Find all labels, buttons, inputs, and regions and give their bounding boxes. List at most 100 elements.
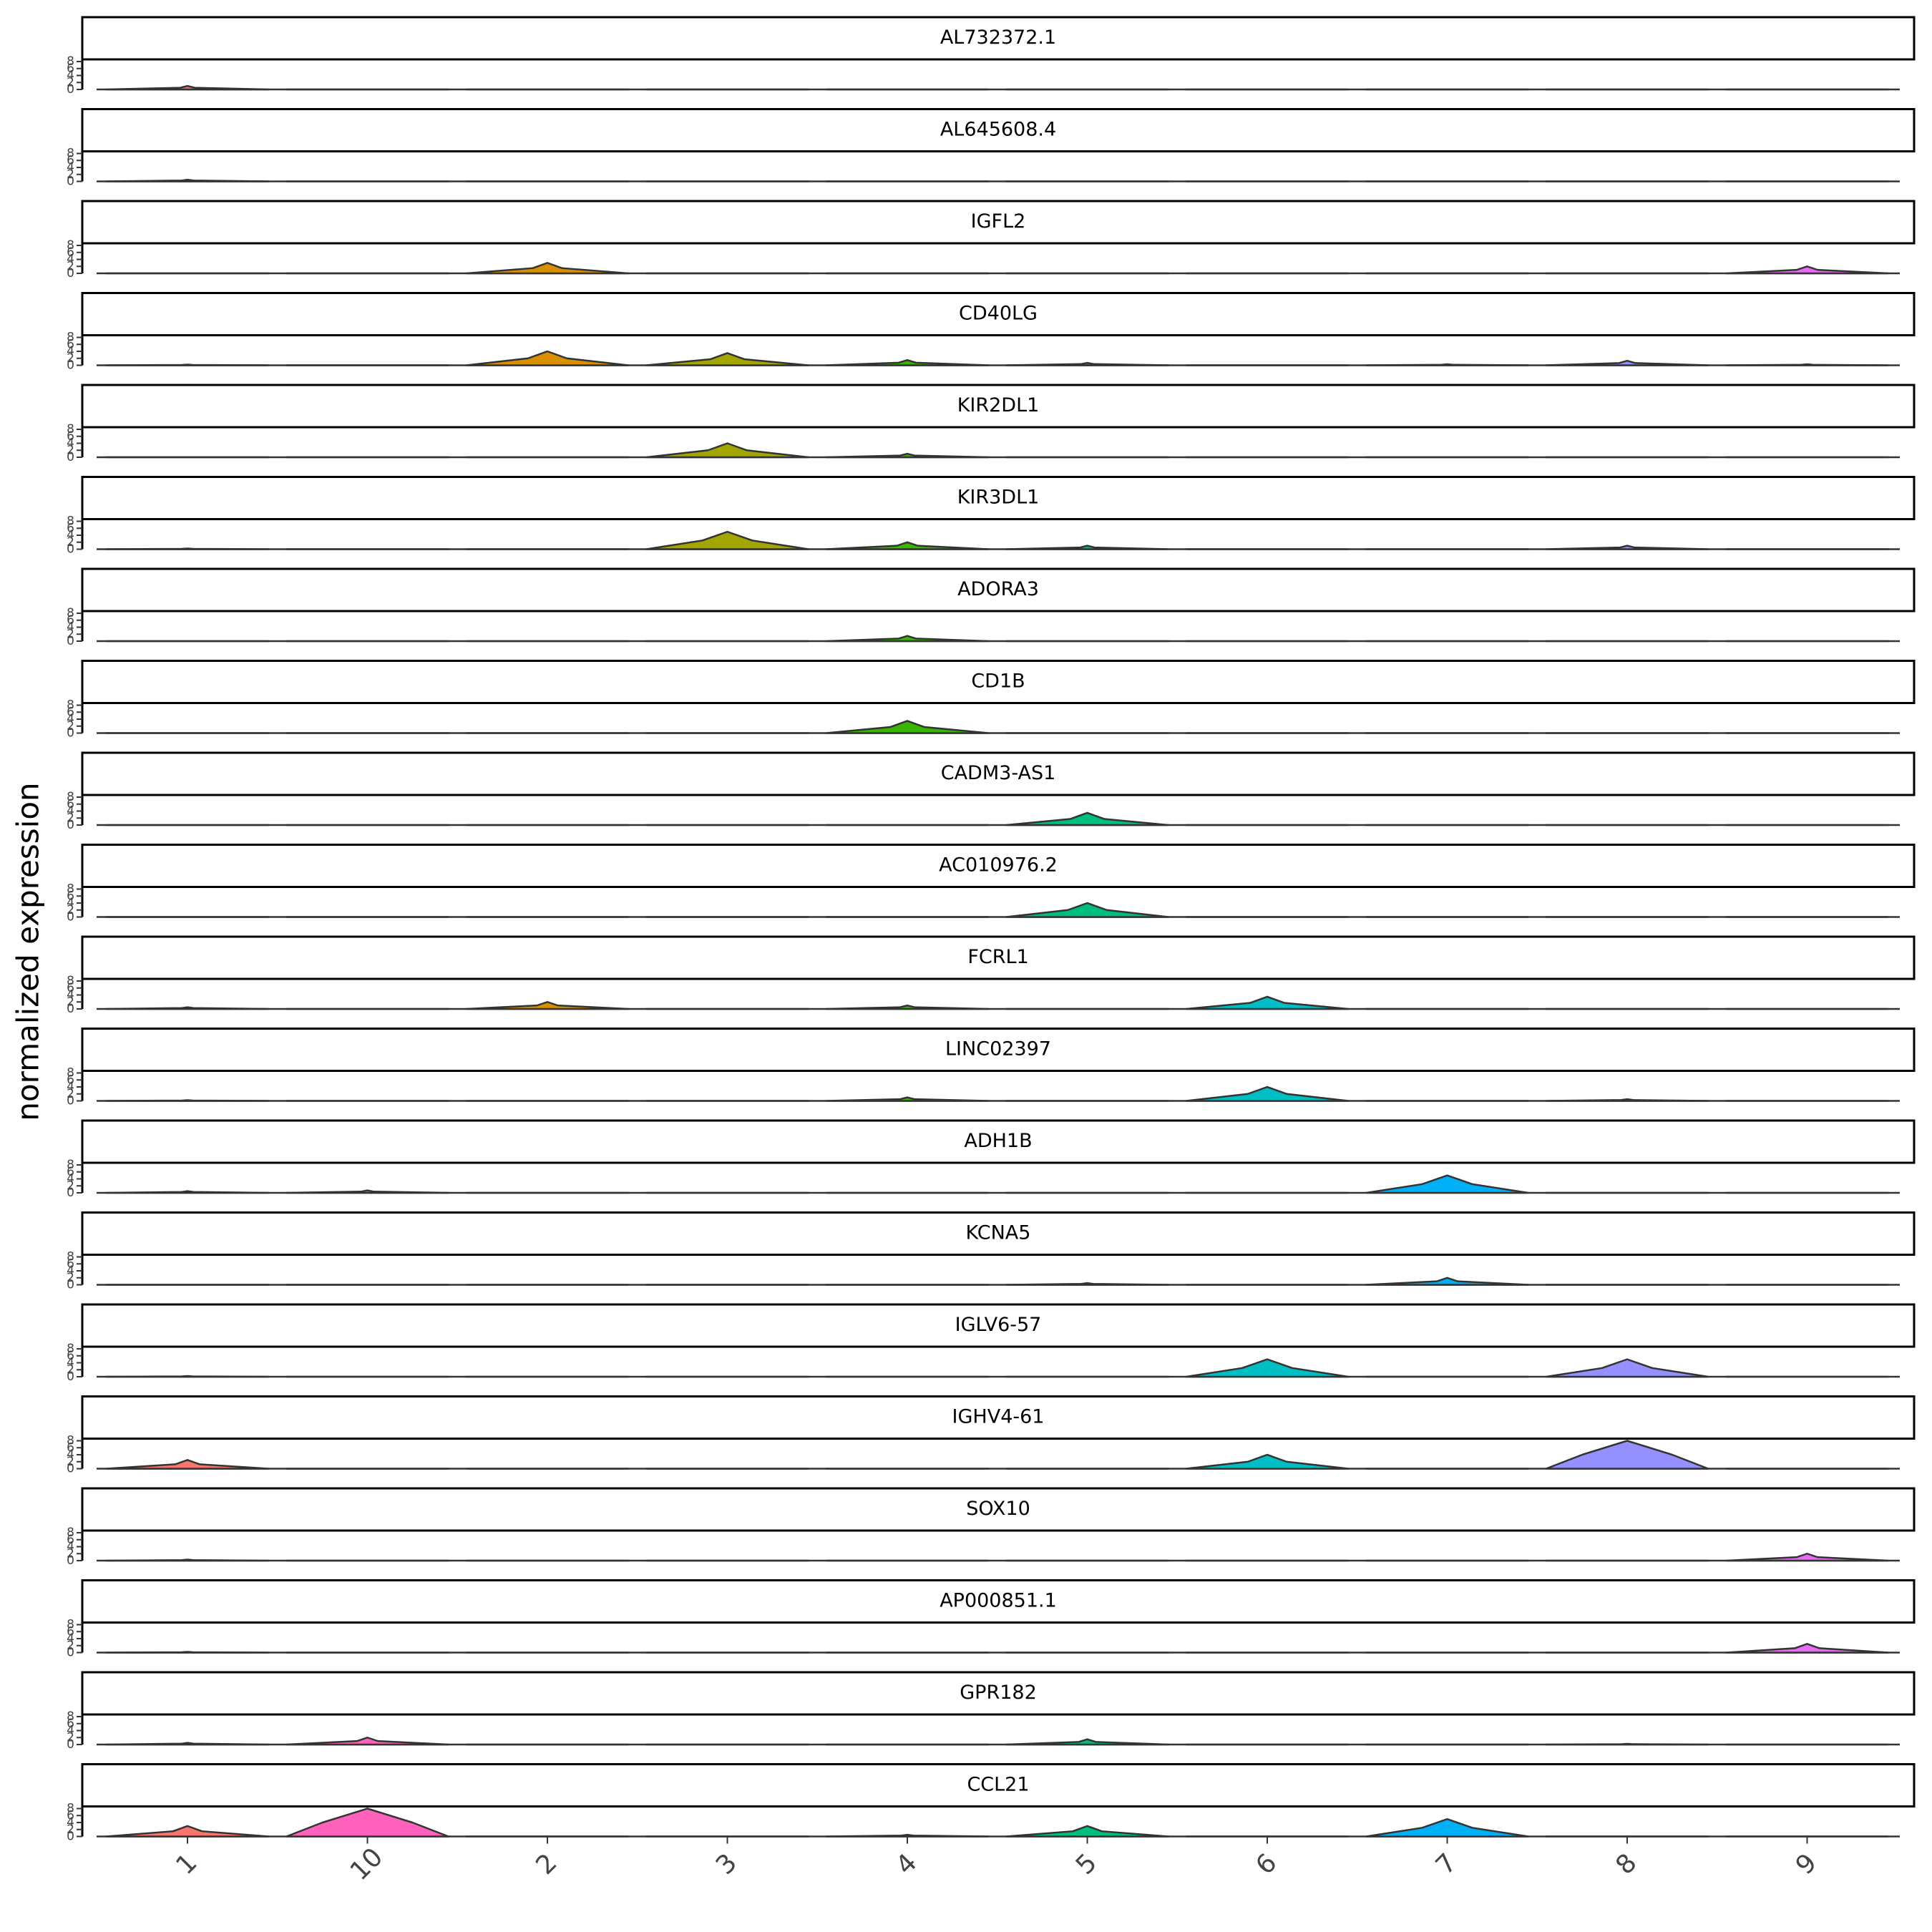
strip	[81, 1028, 1916, 1072]
strip	[81, 108, 1916, 152]
y-tick-label: 2	[67, 167, 74, 182]
violin	[1185, 1085, 1350, 1102]
y-tick-label: 0	[67, 634, 74, 648]
y-tick-label: 2	[67, 995, 74, 1009]
y-tick-label: 8	[67, 1066, 74, 1080]
violin	[105, 1825, 270, 1838]
violin	[645, 442, 809, 459]
y-tick-label: 8	[67, 331, 74, 345]
y-tick-label: 6	[67, 1808, 74, 1823]
y-tick-label: 4	[67, 1080, 74, 1094]
y-tick-label: 8	[67, 54, 74, 69]
violin	[1725, 1553, 1889, 1562]
y-tick-label: 0	[67, 818, 74, 832]
strip-title: IGFL2	[971, 210, 1026, 233]
y-tick-label: 6	[67, 1349, 74, 1363]
violin	[1365, 1277, 1529, 1286]
violin	[1005, 811, 1169, 826]
strip-title: GPR182	[960, 1682, 1037, 1704]
y-tick-label: 6	[67, 797, 74, 811]
violin	[105, 1558, 270, 1562]
strip	[81, 200, 1916, 245]
y-tick-label: 6	[67, 1717, 74, 1731]
y-tick-label: 2	[67, 719, 74, 733]
y-tick-label: 4	[67, 1815, 74, 1830]
strip	[81, 751, 1916, 796]
strip	[81, 384, 1916, 429]
y-tick-label: 2	[67, 535, 74, 550]
y-tick-label: 4	[67, 436, 74, 451]
y-tick-label: 0	[67, 1094, 74, 1108]
y-tick-label: 0	[67, 266, 74, 280]
violin	[105, 1190, 270, 1194]
strip-title: KCNA5	[966, 1222, 1031, 1244]
y-tick-label: 6	[67, 981, 74, 995]
violin	[105, 178, 270, 182]
strip-title: CD40LG	[959, 303, 1038, 325]
y-tick-label: 4	[67, 69, 74, 83]
y-tick-label: 2	[67, 903, 74, 917]
y-tick-label: 6	[67, 1533, 74, 1547]
violin	[825, 1833, 990, 1838]
y-tick-label: 6	[67, 1165, 74, 1179]
y-tick-label: 8	[67, 1342, 74, 1356]
x-tick-label: 2	[530, 1848, 562, 1880]
y-tick-label: 8	[67, 974, 74, 988]
y-tick-label: 4	[67, 528, 74, 542]
y-tick-label: 4	[67, 1264, 74, 1278]
y-tick-label: 6	[67, 245, 74, 260]
y-tick-label: 0	[67, 1370, 74, 1384]
y-tick-label: 0	[67, 450, 74, 464]
strip	[81, 476, 1916, 520]
violin	[825, 635, 990, 643]
y-tick-label: 0	[67, 726, 74, 741]
y-tick-label: 8	[67, 147, 74, 161]
y-tick-label: 4	[67, 1172, 74, 1186]
y-tick-label: 6	[67, 889, 74, 903]
y-tick-label: 2	[67, 259, 74, 273]
strip	[81, 1579, 1916, 1624]
strip-title: AL645608.4	[940, 119, 1056, 141]
y-tick-label: 8	[67, 1250, 74, 1264]
violin	[1005, 361, 1169, 366]
y-tick-label: 2	[67, 351, 74, 366]
y-tick-label: 8	[67, 422, 74, 436]
y-tick-label: 8	[67, 1618, 74, 1632]
violin	[465, 262, 630, 275]
violin	[1005, 545, 1169, 550]
violin	[105, 1006, 270, 1010]
violin	[825, 1004, 990, 1010]
strip-title: ADH1B	[964, 1130, 1032, 1152]
y-tick-label: 6	[67, 1440, 74, 1455]
violin	[465, 1001, 630, 1010]
strip-title: AP000851.1	[940, 1590, 1057, 1612]
violin	[105, 1375, 270, 1378]
violin	[645, 530, 809, 550]
strip	[81, 1395, 1916, 1440]
strip	[81, 1487, 1916, 1532]
violin	[105, 547, 270, 550]
y-tick-label: 6	[67, 613, 74, 628]
strip	[81, 1211, 1916, 1256]
y-tick-label: 4	[67, 344, 74, 358]
strip	[81, 1119, 1916, 1164]
violin	[1185, 1453, 1350, 1470]
y-tick-label: 8	[67, 882, 74, 897]
y-tick-label: 4	[67, 1448, 74, 1462]
strip-title: IGHV4-61	[952, 1406, 1045, 1428]
x-tick-label: 9	[1790, 1848, 1823, 1880]
y-tick-label: 0	[67, 1737, 74, 1752]
violin	[1005, 1738, 1169, 1746]
strip-title: ADORA3	[957, 578, 1039, 600]
strip-title: KIR3DL1	[957, 487, 1040, 509]
y-tick-label: 6	[67, 1624, 74, 1639]
strip	[81, 16, 1916, 61]
y-tick-label: 2	[67, 75, 74, 89]
y-tick-label: 0	[67, 1186, 74, 1200]
strip	[81, 1303, 1916, 1348]
violin	[105, 364, 270, 366]
strip-title: CADM3-AS1	[941, 762, 1056, 784]
y-tick-label: 6	[67, 62, 74, 76]
violin	[1545, 1440, 1709, 1470]
